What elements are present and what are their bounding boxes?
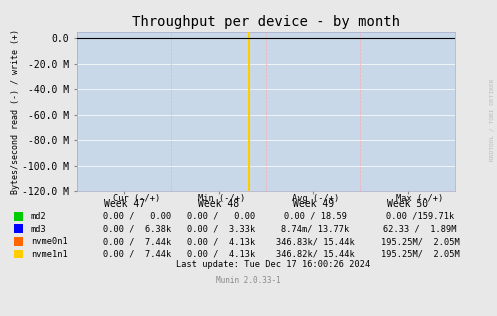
Y-axis label: Bytes/second read (-) / write (+): Bytes/second read (-) / write (+)	[10, 29, 19, 194]
Text: 8.74m/ 13.77k: 8.74m/ 13.77k	[281, 225, 350, 234]
Text: 195.25M/  2.05M: 195.25M/ 2.05M	[381, 237, 459, 246]
Text: md3: md3	[31, 225, 47, 234]
Text: Munin 2.0.33-1: Munin 2.0.33-1	[216, 276, 281, 285]
Text: Cur (-/+): Cur (-/+)	[113, 194, 161, 203]
Text: 62.33 /  1.89M: 62.33 / 1.89M	[383, 225, 457, 234]
Text: 0.00 /  6.38k: 0.00 / 6.38k	[102, 225, 171, 234]
Text: 195.25M/  2.05M: 195.25M/ 2.05M	[381, 250, 459, 259]
Text: 0.00 /  7.44k: 0.00 / 7.44k	[102, 237, 171, 246]
Text: nvme1n1: nvme1n1	[31, 250, 68, 259]
Text: 0.00 /   0.00: 0.00 / 0.00	[102, 212, 171, 221]
Text: RRDTOOL / TOBI OETIKER: RRDTOOL / TOBI OETIKER	[490, 79, 495, 161]
Text: 0.00 /  4.13k: 0.00 / 4.13k	[187, 237, 255, 246]
Text: 346.82k/ 15.44k: 346.82k/ 15.44k	[276, 250, 355, 259]
Text: 0.00 /  4.13k: 0.00 / 4.13k	[187, 250, 255, 259]
Text: Avg (-/+): Avg (-/+)	[292, 194, 339, 203]
Text: 0.00 /159.71k: 0.00 /159.71k	[386, 212, 454, 221]
Title: Throughput per device - by month: Throughput per device - by month	[132, 15, 400, 29]
Text: Last update: Tue Dec 17 16:00:26 2024: Last update: Tue Dec 17 16:00:26 2024	[176, 260, 370, 269]
Text: Max (-/+): Max (-/+)	[396, 194, 444, 203]
Text: 0.00 / 18.59: 0.00 / 18.59	[284, 212, 347, 221]
Text: 0.00 /  7.44k: 0.00 / 7.44k	[102, 250, 171, 259]
Text: nvme0n1: nvme0n1	[31, 237, 68, 246]
Text: 0.00 /  3.33k: 0.00 / 3.33k	[187, 225, 255, 234]
Text: 0.00 /   0.00: 0.00 / 0.00	[187, 212, 255, 221]
Text: md2: md2	[31, 212, 47, 221]
Text: 346.83k/ 15.44k: 346.83k/ 15.44k	[276, 237, 355, 246]
Text: Min (-/+): Min (-/+)	[197, 194, 245, 203]
